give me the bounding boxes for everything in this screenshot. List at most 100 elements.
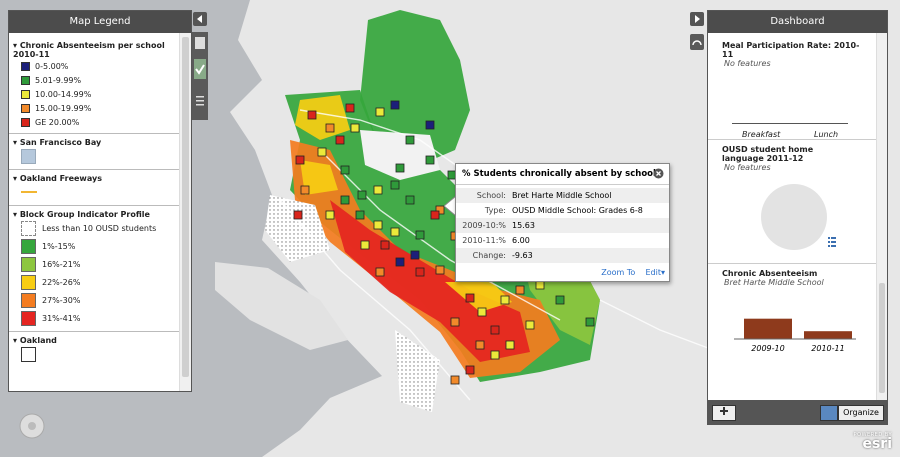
school-marker[interactable] [325, 123, 335, 133]
swatch [21, 220, 36, 236]
school-marker[interactable] [373, 220, 383, 230]
legend-item [9, 183, 179, 201]
school-marker[interactable] [475, 340, 485, 350]
gauge-tool[interactable] [690, 34, 704, 50]
layer-title-text: Chronic Absenteeism per school 2010-11 [13, 41, 165, 59]
school-marker[interactable] [555, 295, 565, 305]
school-marker[interactable] [335, 135, 345, 145]
dashboard-panel: Dashboard Meal Participation Rate: 2010-… [707, 10, 888, 425]
school-marker[interactable] [395, 257, 405, 267]
legend-label: 0-5.00% [35, 61, 69, 71]
school-marker[interactable] [375, 107, 385, 117]
layers-tool[interactable] [195, 37, 205, 49]
widget: OUSD student home language 2011-12 No fe… [708, 145, 876, 250]
school-marker[interactable] [375, 267, 385, 277]
school-marker[interactable] [515, 285, 525, 295]
swatch [21, 256, 36, 272]
school-marker[interactable] [505, 340, 515, 350]
school-marker[interactable] [535, 280, 545, 290]
school-marker[interactable] [405, 195, 415, 205]
sparse-area [395, 330, 440, 412]
scrollbar[interactable] [179, 33, 191, 391]
school-marker[interactable] [390, 227, 400, 237]
school-marker[interactable] [585, 317, 595, 327]
legend-body: ▾ Chronic Absenteeism per school 2010-11… [9, 33, 179, 391]
zoom-link[interactable]: Zoom To [601, 268, 636, 277]
school-marker[interactable] [465, 293, 475, 303]
school-marker[interactable] [390, 100, 400, 110]
swatch [21, 89, 30, 99]
school-marker[interactable] [450, 317, 460, 327]
school-marker[interactable] [350, 123, 360, 133]
legend-items: Less than 10 OUSD students 1%-15% 16%-21% 2… [9, 219, 179, 327]
school-marker[interactable] [355, 210, 365, 220]
comment-button[interactable] [820, 405, 838, 421]
school-marker[interactable] [340, 195, 350, 205]
list-tool[interactable] [196, 96, 204, 106]
school-marker[interactable] [307, 110, 317, 120]
swatch [21, 117, 30, 127]
road [299, 109, 471, 176]
school-marker[interactable] [340, 165, 350, 175]
school-marker[interactable] [345, 103, 355, 113]
popup-row: School: Bret Harte Middle School [456, 188, 669, 203]
school-marker[interactable] [373, 185, 383, 195]
row-value: Bret Harte Middle School [512, 191, 612, 200]
organize-button[interactable]: Organize [838, 405, 884, 421]
school-marker[interactable] [390, 180, 400, 190]
school-marker[interactable] [405, 135, 415, 145]
close-button[interactable] [653, 168, 664, 179]
school-marker[interactable] [325, 210, 335, 220]
popup-rows: School: Bret Harte Middle School Type: OUSD… [456, 188, 669, 263]
axis-line [732, 123, 848, 124]
scroll-thumb[interactable] [879, 283, 885, 393]
plus-icon [720, 407, 728, 415]
school-marker[interactable] [293, 210, 303, 220]
edit-link[interactable]: Edit [645, 268, 661, 277]
legend-label: Less than 10 OUSD students [42, 223, 157, 233]
school-marker[interactable] [430, 210, 440, 220]
add-button[interactable] [712, 405, 736, 421]
school-marker[interactable] [415, 267, 425, 277]
school-marker[interactable] [415, 230, 425, 240]
school-marker[interactable] [435, 205, 445, 215]
layer-title: ▾ San Francisco Bay [13, 138, 102, 147]
school-marker[interactable] [465, 365, 475, 375]
legend-tool[interactable] [194, 59, 206, 79]
school-marker[interactable] [300, 185, 310, 195]
school-marker[interactable] [525, 320, 535, 330]
legend-label: 1%-15% [42, 241, 76, 251]
school-marker[interactable] [295, 155, 305, 165]
separator [708, 263, 876, 264]
pan-control[interactable] [18, 412, 46, 440]
school-marker[interactable] [395, 163, 405, 173]
bar [804, 331, 852, 339]
school-marker[interactable] [425, 155, 435, 165]
school-marker[interactable] [380, 240, 390, 250]
scrollbar[interactable] [876, 33, 887, 400]
collapse-icon [197, 15, 202, 23]
school-marker[interactable] [477, 307, 487, 317]
legend-label: 31%-41% [42, 313, 81, 323]
school-marker[interactable] [450, 375, 460, 385]
school-marker[interactable] [435, 265, 445, 275]
popup-title: % Students chronically absent by school [456, 164, 669, 185]
scroll-thumb[interactable] [182, 37, 189, 377]
school-marker[interactable] [360, 240, 370, 250]
school-marker[interactable] [490, 325, 500, 335]
legend-item: 27%-30% [9, 291, 179, 309]
category-label: Lunch [814, 130, 839, 139]
school-marker[interactable] [317, 147, 327, 157]
legend-label: 15.00-19.99% [35, 103, 92, 113]
school-marker[interactable] [357, 190, 367, 200]
school-marker[interactable] [490, 350, 500, 360]
freeway-swatch [21, 191, 37, 193]
school-marker[interactable] [500, 295, 510, 305]
swatch [21, 148, 36, 164]
island [215, 262, 348, 350]
school-marker[interactable] [425, 120, 435, 130]
school-marker[interactable] [410, 250, 420, 260]
legend-item: Less than 10 OUSD students [9, 219, 179, 237]
sparse-area [265, 195, 330, 262]
powered-by: POWERED BY [853, 432, 892, 438]
